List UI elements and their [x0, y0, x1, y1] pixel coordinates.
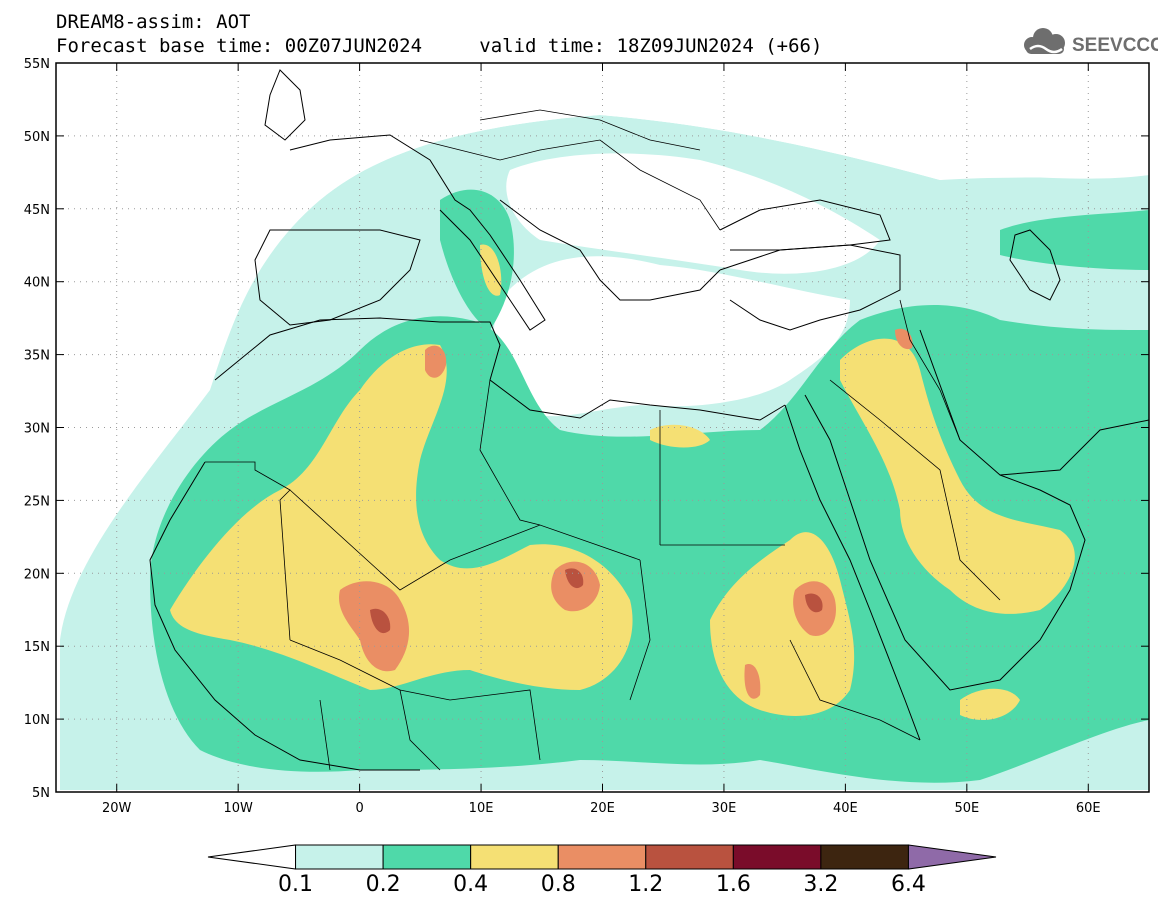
- coastline-balkans: [499, 199, 721, 301]
- coastline-persian-gulf: [919, 329, 1149, 476]
- colorbar-high-triangle: [907, 844, 997, 870]
- aot-band-1-2-sudan: [805, 593, 823, 613]
- lon-label: 20W: [102, 801, 132, 816]
- colorbar-label: 0.2: [366, 872, 401, 897]
- aot-band-0-4-libya: [650, 424, 710, 448]
- clear-mediterranean: [493, 256, 850, 417]
- border-iraq-iran: [899, 299, 961, 441]
- lon-label: 60E: [1076, 801, 1101, 816]
- border-europe-b: [479, 109, 701, 151]
- aot-band-0-8-algeria: [425, 345, 447, 378]
- valid-time: valid time: 18Z09JUN2024 (+66): [479, 35, 823, 57]
- forecast-times: Forecast base time: 00Z07JUN2024 valid t…: [56, 36, 822, 56]
- lon-label: 0: [355, 801, 363, 816]
- coastline-black-sea: [719, 199, 891, 251]
- colorbar-segment: [732, 844, 822, 870]
- colorbar-segment: [295, 844, 384, 870]
- colorbar-label: 0.1: [278, 872, 313, 897]
- coastline-france-italy: [289, 134, 546, 331]
- lon-label: 40E: [833, 801, 858, 816]
- aot-field: [56, 63, 1149, 790]
- colorbar-segment: [820, 844, 909, 870]
- border-chad-sudan: [629, 559, 651, 701]
- aot-band-0-2-northeast: [1000, 210, 1149, 270]
- lat-label: 20N: [24, 567, 50, 582]
- aot-band-0-4-arabia: [840, 338, 1075, 614]
- aot-band-1-2-mali: [370, 608, 391, 634]
- colorbar-segment: [645, 844, 734, 870]
- colorbar-label: 1.6: [716, 872, 751, 897]
- aot-band-0-8-darfur: [744, 664, 761, 699]
- coastline-red-sea: [784, 404, 921, 741]
- map-title: DREAM8-assim: AOT: [56, 11, 251, 33]
- border-ghana: [319, 699, 331, 771]
- seevccc-logo: SEEVCCC: [1024, 28, 1158, 56]
- clear-europe: [506, 153, 880, 274]
- coastline-arabia: [804, 394, 1086, 691]
- lat-label: 10N: [24, 713, 50, 728]
- coastline-iberia: [254, 229, 421, 326]
- colorbar-segment: [557, 844, 647, 870]
- coastline-west-africa: [149, 461, 420, 771]
- border-west-africa: [289, 639, 541, 761]
- border-algeria-mali: [289, 489, 451, 591]
- colorbar-label: 6.4: [891, 872, 926, 897]
- coastline-caspian: [1009, 229, 1061, 301]
- colorbar-label: 3.2: [803, 872, 838, 897]
- lat-label: 25N: [24, 494, 50, 509]
- lat-label: 30N: [24, 422, 50, 437]
- lat-label: 5N: [32, 786, 50, 801]
- aot-band-0-4-yemen: [960, 688, 1020, 720]
- lon-label: 30E: [712, 801, 737, 816]
- country-borders: [205, 109, 1001, 771]
- longitude-labels: 20W 10W 0 10E 20E 30E 40E 50E 60E: [102, 63, 1101, 816]
- lat-label: 55N: [24, 57, 50, 72]
- lon-label: 50E: [954, 801, 979, 816]
- lat-label: 50N: [24, 130, 50, 145]
- border-ethiopia: [789, 639, 921, 741]
- lon-label: 10W: [223, 801, 253, 816]
- aot-band-0-4-sahara: [170, 344, 633, 690]
- border-libya-tunisia: [479, 379, 541, 526]
- lat-label: 45N: [24, 203, 50, 218]
- colorbar-segment: [382, 844, 472, 870]
- colorbar-label: 1.2: [628, 872, 663, 897]
- latitude-labels: 55N 50N 45N 40N 35N 30N 25N 20N 15N 10N 5N: [24, 57, 1149, 801]
- colorbar-low-triangle: [207, 844, 297, 870]
- lat-label: 35N: [24, 349, 50, 364]
- lat-label: 40N: [24, 276, 50, 291]
- base-time: Forecast base time: 00Z07JUN2024: [56, 35, 423, 57]
- colorbar-labels: 0.1 0.2 0.4 0.8 1.2 1.6 3.2 6.4: [278, 872, 926, 897]
- border-nigeria: [399, 689, 441, 771]
- coastline-britain: [264, 69, 306, 141]
- colorbar-segment: [470, 844, 559, 870]
- lon-label: 20E: [590, 801, 615, 816]
- colorbar-label: 0.8: [541, 872, 576, 897]
- colorbar-label: 0.4: [453, 872, 488, 897]
- border-mauritania-mali: [205, 461, 291, 641]
- border-saudi: [829, 379, 1001, 601]
- lon-label: 10E: [469, 801, 494, 816]
- clear-north: [56, 63, 1149, 270]
- border-europe-a: [419, 139, 721, 231]
- colorbar: [207, 844, 997, 870]
- aot-band-0-8-mali: [339, 581, 410, 672]
- lat-label: 15N: [24, 640, 50, 655]
- logo-text: SEEVCCC: [1072, 35, 1158, 56]
